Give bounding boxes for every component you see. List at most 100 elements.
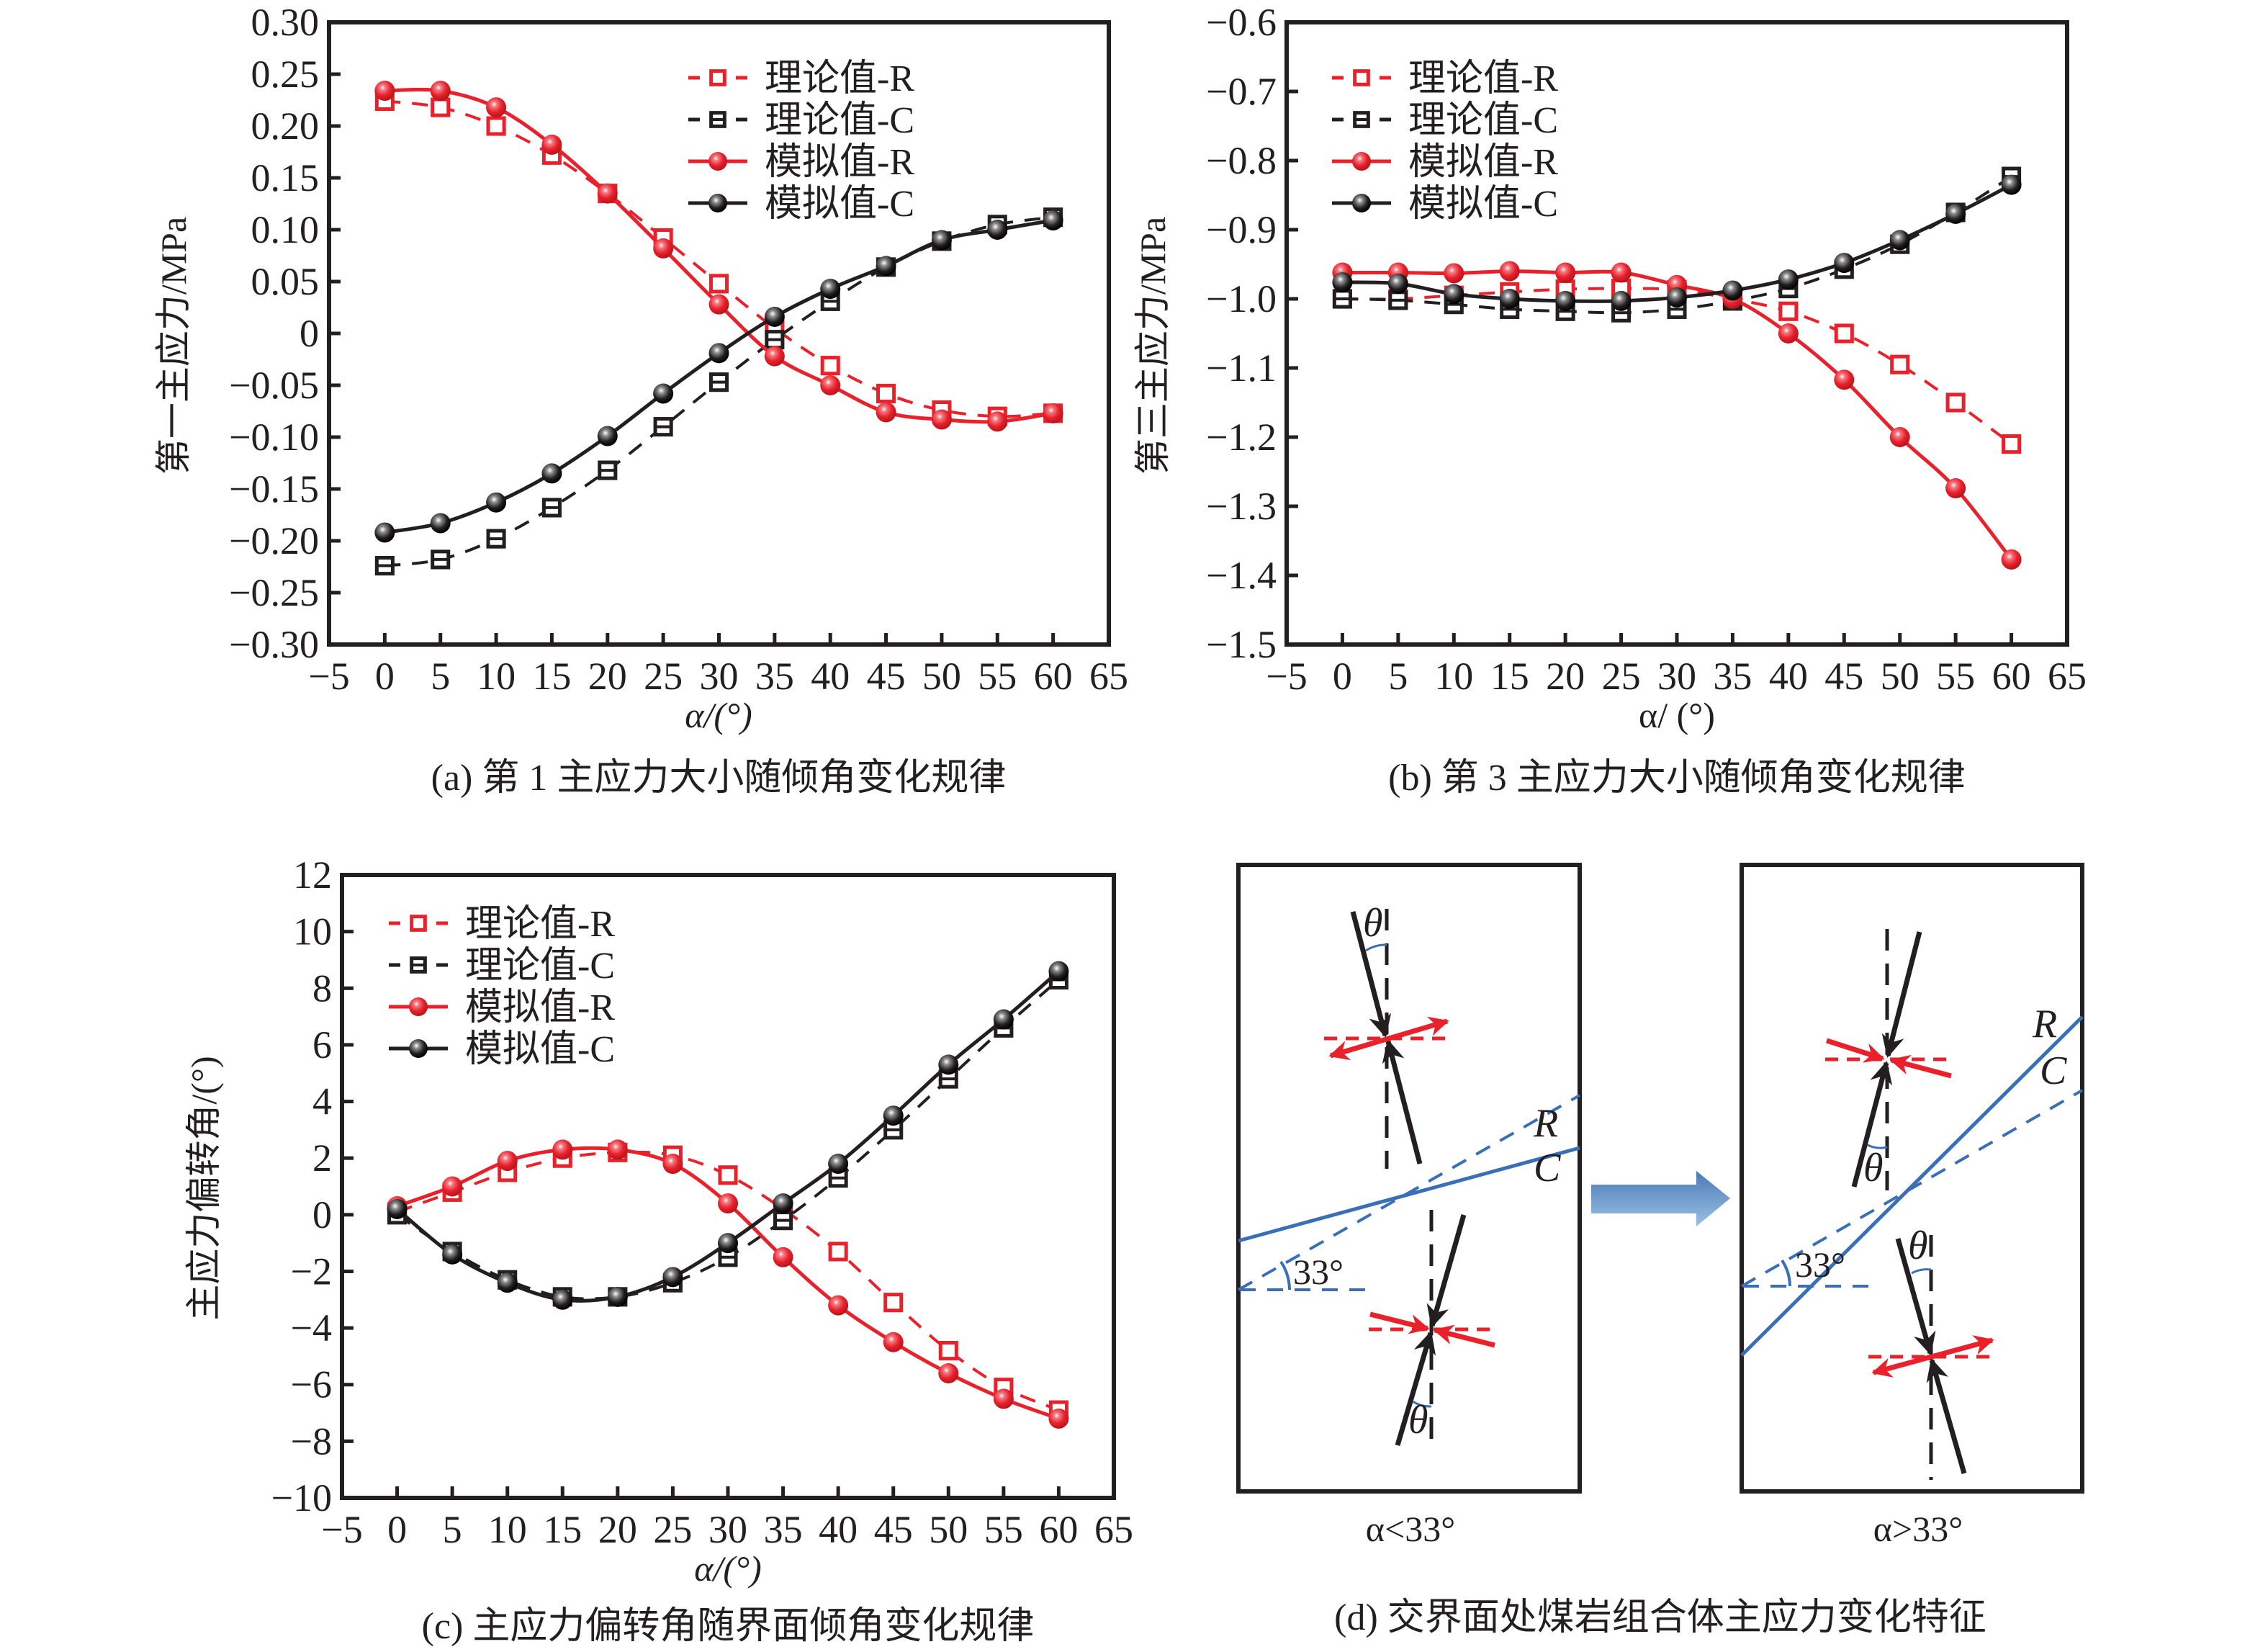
theta-arc — [1412, 1400, 1432, 1408]
data-point — [430, 81, 451, 102]
y-tick-label: 10 — [293, 910, 332, 953]
diagram-interface-stress: 33° R C θ θ α<33° — [1236, 863, 2084, 1638]
panel-frame — [1740, 863, 2084, 1494]
principal-stress-arrow — [1881, 931, 1922, 1059]
y-tick-label: 0.10 — [251, 208, 320, 251]
x-tick-label: 15 — [1490, 655, 1529, 698]
data-point — [987, 220, 1008, 240]
x-tick-label: 35 — [764, 1508, 803, 1551]
data-point — [718, 1193, 738, 1214]
x-tick-label: 55 — [1936, 655, 1975, 698]
y-tick-label: 8 — [312, 966, 332, 1010]
legend-label: 理论值-C — [765, 100, 914, 141]
x-axis-label: α/(°) — [685, 695, 752, 735]
data-point — [708, 343, 729, 364]
x-tick-label: 40 — [811, 655, 850, 698]
data-point — [2001, 549, 2022, 570]
right-arrow-icon — [1591, 1171, 1730, 1226]
compression-arrow — [1889, 1054, 1952, 1079]
x-tick-label: 30 — [700, 655, 739, 698]
data-point — [486, 97, 507, 118]
principal-stress-arrow — [1895, 1238, 1936, 1356]
legend-label: 理论值-R — [465, 904, 615, 945]
data-point — [876, 256, 896, 277]
data-point — [662, 1267, 683, 1288]
data-point — [2001, 174, 2022, 195]
y-tick-label: −2 — [291, 1249, 332, 1293]
x-tick-label: 20 — [588, 655, 627, 698]
angle-arc — [1781, 1259, 1791, 1287]
data-point — [597, 426, 618, 446]
data-point — [486, 492, 507, 513]
y-tick-label: −8 — [291, 1419, 332, 1463]
data-point — [1667, 287, 1687, 308]
angle-label: 33° — [1795, 1244, 1845, 1285]
legend-item: 模拟值-C — [688, 184, 914, 225]
x-tick-label: 50 — [922, 655, 961, 698]
data-point — [1945, 203, 1966, 224]
data-point — [1778, 323, 1799, 344]
y-tick-label: −1.5 — [1206, 623, 1277, 666]
data-point — [931, 230, 952, 251]
x-tick-label: 50 — [1881, 655, 1920, 698]
y-axis-label: 第一主应力/MPa — [153, 217, 194, 475]
data-point — [1889, 230, 1910, 251]
x-tick-label: 5 — [443, 1508, 462, 1551]
data-point — [497, 1272, 518, 1293]
panel-frame — [1236, 863, 1582, 1494]
data-point — [1048, 961, 1069, 982]
legend-label: 理论值-C — [465, 946, 615, 987]
data-point — [430, 513, 451, 534]
series-4 — [387, 961, 1069, 1310]
x-tick-label: 35 — [755, 655, 794, 698]
legend-label: 理论值-R — [765, 58, 914, 99]
data-point — [1353, 69, 1370, 86]
compression-arrow — [1825, 1038, 1885, 1063]
data-point — [552, 1139, 573, 1160]
data-point — [1444, 263, 1464, 284]
x-tick-label: 60 — [1039, 1508, 1078, 1551]
y-tick-label: −0.20 — [229, 519, 319, 562]
data-point — [662, 1154, 683, 1175]
series-1 — [387, 1142, 1068, 1420]
diagram-caption: (d) 交界面处煤岩组合体主应力变化特征 — [1334, 1597, 1986, 1638]
y-axis-label: 主应力偏转角/(°) — [184, 1056, 224, 1320]
data-point — [1387, 273, 1408, 294]
legend-label: 理论值-C — [1408, 100, 1558, 141]
x-tick-label: 5 — [1388, 655, 1408, 698]
data-point — [938, 1363, 959, 1383]
y-tick-label: −4 — [291, 1306, 332, 1350]
data-point — [1834, 253, 1855, 274]
legend-label: 模拟值-C — [465, 1029, 615, 1070]
data-point — [442, 1244, 463, 1265]
y-tick-label: 2 — [312, 1136, 332, 1180]
data-point — [820, 279, 841, 300]
series-4 — [374, 210, 1063, 543]
data-point — [883, 1293, 904, 1313]
data-point — [409, 997, 428, 1016]
data-point — [987, 411, 1008, 432]
legend-label: 理论值-R — [1408, 58, 1558, 99]
principal-stress-arrow — [1851, 1060, 1893, 1188]
x-tick-label: 0 — [375, 655, 395, 698]
data-point — [876, 402, 896, 423]
data-point — [708, 294, 729, 315]
data-point — [1048, 1408, 1069, 1429]
compression-arrow — [1433, 1324, 1495, 1348]
data-point — [409, 1039, 428, 1058]
data-point — [883, 1332, 904, 1352]
data-point — [764, 346, 785, 367]
legend-label: 模拟值-R — [1408, 142, 1558, 183]
x-tick-label: 60 — [1992, 655, 2031, 698]
interface-label-r: R — [1533, 1101, 1558, 1146]
data-point — [883, 1105, 904, 1126]
legend-item: 模拟值-C — [389, 1029, 615, 1070]
data-point — [1499, 261, 1520, 282]
data-point — [1834, 323, 1854, 344]
data-point — [486, 116, 506, 136]
y-tick-label: −0.15 — [229, 467, 319, 511]
legend-item: 理论值-C — [389, 946, 615, 987]
data-point — [820, 356, 840, 376]
